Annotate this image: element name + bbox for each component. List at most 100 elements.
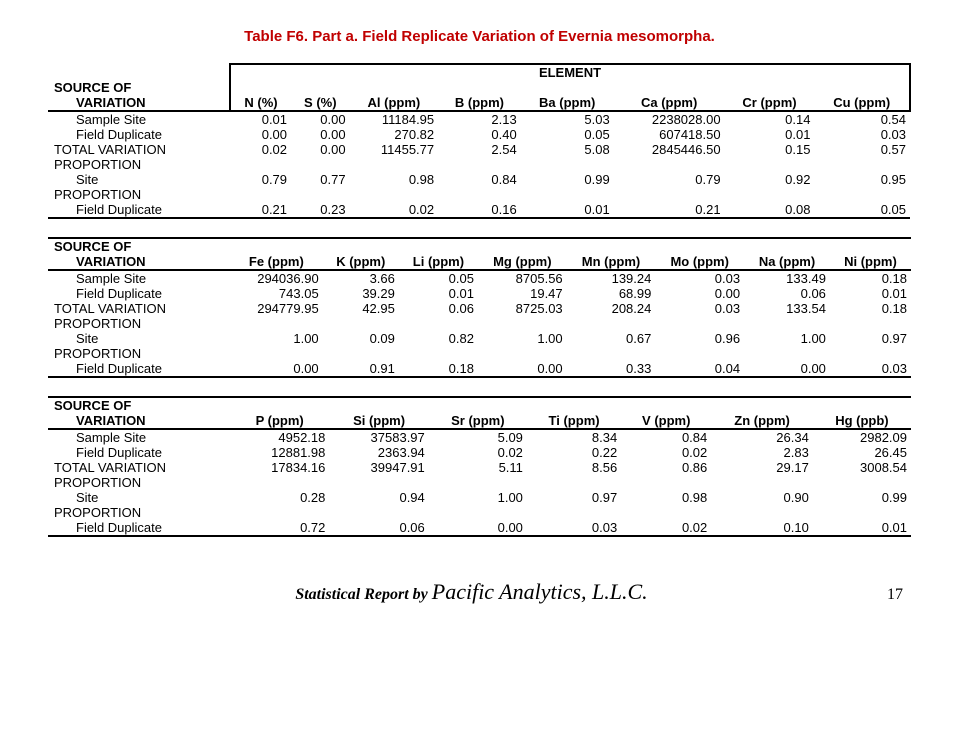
col-header: Mo (ppm) [655, 254, 744, 270]
table-row: Field Duplicate 0.00 0.00 270.82 0.40 0.… [48, 127, 910, 142]
col-header: Zn (ppm) [711, 413, 813, 429]
col-header: Sr (ppm) [429, 413, 527, 429]
cell: 0.03 [655, 301, 744, 316]
cell: 11455.77 [350, 142, 439, 157]
row-label: Field Duplicate [48, 202, 230, 218]
cell: 0.01 [230, 111, 291, 127]
cell: 0.97 [830, 331, 911, 346]
table-row: Field Duplicate 0.72 0.06 0.00 0.03 0.02… [48, 520, 911, 536]
variation-table-3: SOURCE OF VARIATION P (ppm) Si (ppm) Sr … [48, 396, 911, 537]
table-row: Site 0.79 0.77 0.98 0.84 0.99 0.79 0.92 … [48, 172, 910, 187]
cell: 0.21 [230, 202, 291, 218]
page-footer: Statistical Report by Pacific Analytics,… [48, 579, 911, 605]
col-header: N (%) [230, 95, 291, 111]
cell: 26.34 [711, 429, 813, 445]
cell: 0.21 [614, 202, 725, 218]
cell: 37583.97 [329, 429, 428, 445]
cell: 0.00 [230, 361, 323, 377]
row-label: Sample Site [48, 429, 230, 445]
col-header: Ba (ppm) [521, 95, 614, 111]
cell: 0.95 [814, 172, 910, 187]
table-row: Site 0.28 0.94 1.00 0.97 0.98 0.90 0.99 [48, 490, 911, 505]
cell: 0.05 [399, 270, 478, 286]
cell: 0.03 [830, 361, 911, 377]
cell: 0.05 [814, 202, 910, 218]
header-source-of: SOURCE OF [48, 80, 230, 95]
cell: 0.02 [429, 445, 527, 460]
cell: 133.54 [744, 301, 830, 316]
cell: 0.18 [830, 270, 911, 286]
cell: 0.00 [291, 127, 350, 142]
cell: 0.79 [614, 172, 725, 187]
footer-company: Pacific Analytics, L.L.C. [432, 579, 648, 604]
cell: 5.03 [521, 111, 614, 127]
cell: 2845446.50 [614, 142, 725, 157]
cell: 1.00 [230, 331, 323, 346]
cell: 0.10 [711, 520, 813, 536]
table-row: Site 1.00 0.09 0.82 1.00 0.67 0.96 1.00 … [48, 331, 911, 346]
cell: 0.01 [725, 127, 815, 142]
cell: 0.40 [438, 127, 521, 142]
col-header: Cu (ppm) [814, 95, 910, 111]
cell: 8725.03 [478, 301, 567, 316]
cell: 0.67 [567, 331, 656, 346]
cell: 3008.54 [813, 460, 911, 475]
cell: 39.29 [323, 286, 399, 301]
cell: 0.98 [621, 490, 711, 505]
cell: 0.98 [350, 172, 439, 187]
cell: 0.18 [399, 361, 478, 377]
row-label: PROPORTION [48, 187, 230, 202]
col-header: Si (ppm) [329, 413, 428, 429]
row-label: Field Duplicate [48, 520, 230, 536]
cell: 3.66 [323, 270, 399, 286]
row-label: PROPORTION [48, 316, 230, 331]
cell: 0.72 [230, 520, 329, 536]
cell: 0.05 [521, 127, 614, 142]
col-header: B (ppm) [438, 95, 521, 111]
col-header: V (ppm) [621, 413, 711, 429]
cell: 0.02 [621, 520, 711, 536]
cell: 743.05 [230, 286, 323, 301]
cell: 2363.94 [329, 445, 428, 460]
cell: 0.86 [621, 460, 711, 475]
cell: 8705.56 [478, 270, 567, 286]
cell: 0.92 [725, 172, 815, 187]
footer-prefix: Statistical Report by [295, 586, 431, 603]
cell: 0.84 [438, 172, 521, 187]
variation-table-1: ELEMENT SOURCE OF VARIATION N (%) S (%) … [48, 63, 911, 219]
row-label: Sample Site [48, 270, 230, 286]
col-header: Al (ppm) [350, 95, 439, 111]
cell: 0.15 [725, 142, 815, 157]
header-variation: VARIATION [48, 413, 230, 429]
cell: 0.01 [830, 286, 911, 301]
col-header: P (ppm) [230, 413, 329, 429]
row-label: Site [48, 490, 230, 505]
cell: 0.03 [655, 270, 744, 286]
col-header: Fe (ppm) [230, 254, 323, 270]
cell: 0.09 [323, 331, 399, 346]
cell: 17834.16 [230, 460, 329, 475]
cell: 0.82 [399, 331, 478, 346]
table-row: TOTAL VARIATION 0.02 0.00 11455.77 2.54 … [48, 142, 910, 157]
cell: 607418.50 [614, 127, 725, 142]
col-header: Na (ppm) [744, 254, 830, 270]
row-label: PROPORTION [48, 475, 230, 490]
cell: 0.18 [830, 301, 911, 316]
cell: 0.90 [711, 490, 813, 505]
cell: 5.09 [429, 429, 527, 445]
header-variation: VARIATION [48, 254, 230, 270]
cell: 0.00 [655, 286, 744, 301]
cell: 0.04 [655, 361, 744, 377]
row-label: PROPORTION [48, 505, 230, 520]
cell: 0.00 [291, 111, 350, 127]
cell: 0.02 [350, 202, 439, 218]
col-header: Ca (ppm) [614, 95, 725, 111]
table-row: Field Duplicate 0.00 0.91 0.18 0.00 0.33… [48, 361, 911, 377]
cell: 0.77 [291, 172, 350, 187]
row-label: Field Duplicate [48, 286, 230, 301]
cell: 0.06 [399, 301, 478, 316]
cell: 0.06 [744, 286, 830, 301]
cell: 208.24 [567, 301, 656, 316]
table-row: TOTAL VARIATION 294779.95 42.95 0.06 872… [48, 301, 911, 316]
cell: 1.00 [478, 331, 567, 346]
